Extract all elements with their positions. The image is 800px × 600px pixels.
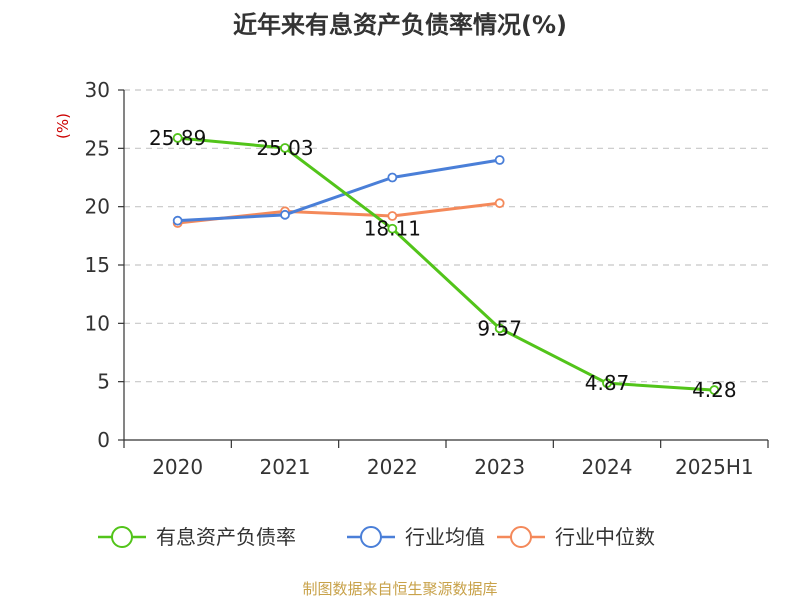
y-tick-label: 15 xyxy=(85,253,110,277)
y-tick-label: 5 xyxy=(97,370,110,394)
data-point[interactable] xyxy=(602,378,612,389)
y-tick-label: 25 xyxy=(85,136,110,160)
y-tick-label: 0 xyxy=(97,428,110,452)
data-label: 25.03 xyxy=(256,136,313,160)
data-point[interactable] xyxy=(280,143,290,153)
data-point[interactable] xyxy=(709,385,720,395)
data-point[interactable] xyxy=(387,172,398,183)
legend-label[interactable]: 有息资产负债率 xyxy=(156,525,296,549)
data-label: 4.87 xyxy=(585,371,630,395)
data-point[interactable] xyxy=(387,211,398,221)
data-point[interactable] xyxy=(494,155,505,165)
y-tick-label: 20 xyxy=(85,195,110,219)
x-tick-label: 2022 xyxy=(367,455,418,479)
legend-label[interactable]: 行业均值 xyxy=(405,525,485,549)
legend-marker[interactable] xyxy=(360,526,382,548)
source-note: 制图数据来自恒生聚源数据库 xyxy=(302,580,497,598)
x-tick-label: 2020 xyxy=(152,455,203,479)
y-tick-label: 30 xyxy=(85,78,110,102)
x-tick-label: 2021 xyxy=(260,455,311,479)
data-label: 4.28 xyxy=(692,378,737,402)
series-line xyxy=(177,136,715,392)
series-line xyxy=(177,158,500,223)
legend-marker[interactable] xyxy=(510,526,532,548)
data-point[interactable] xyxy=(172,133,183,143)
data-point[interactable] xyxy=(494,198,505,209)
y-axis-unit-label: (%) xyxy=(54,113,72,139)
series-lines xyxy=(172,133,720,395)
legend-marker[interactable] xyxy=(111,526,133,548)
axes: 0 5 10 15 20 25 30 2020 2021 2022 2023 2024 2025H1 xyxy=(85,78,769,479)
data-labels: 25.89 25.03 18.11 9.57 4.87 4.28 xyxy=(149,126,737,402)
legend: 有息资产负债率 行业均值 行业中位数 xyxy=(98,525,655,549)
data-point[interactable] xyxy=(280,209,290,220)
data-point[interactable] xyxy=(387,223,398,234)
x-tick-label: 2025H1 xyxy=(675,455,754,479)
data-point[interactable] xyxy=(494,323,505,334)
data-label: 25.89 xyxy=(149,126,206,150)
chart-title: 近年来有息资产负债率情况(%) xyxy=(233,11,567,39)
legend-label[interactable]: 行业中位数 xyxy=(555,525,655,549)
x-tick-label: 2023 xyxy=(474,455,525,479)
grid-lines xyxy=(124,89,768,383)
y-tick-label: 10 xyxy=(85,311,110,335)
data-label: 9.57 xyxy=(477,316,522,340)
data-point[interactable] xyxy=(172,215,183,226)
data-label: 18.11 xyxy=(364,217,421,241)
x-tick-label: 2024 xyxy=(582,455,633,479)
